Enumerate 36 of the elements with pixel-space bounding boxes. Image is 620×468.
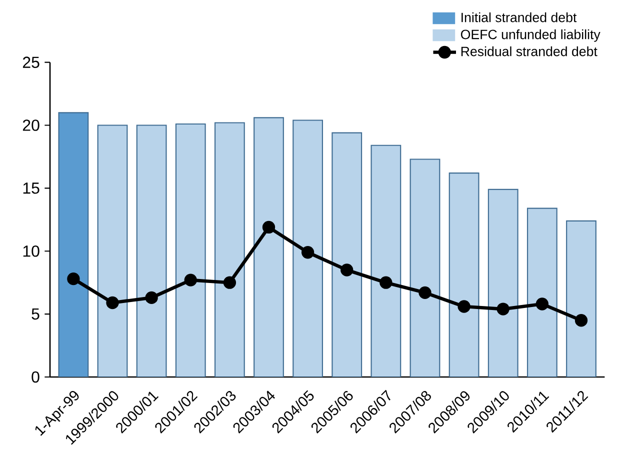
point	[496, 302, 510, 316]
y-tick-label: 20	[22, 120, 40, 131]
bar	[292, 120, 324, 377]
bar	[526, 208, 558, 377]
y-tick-label: 25	[22, 56, 40, 68]
point	[106, 296, 119, 310]
point	[574, 314, 588, 327]
point	[145, 291, 158, 304]
bar	[566, 220, 596, 377]
y-tick-label: 15	[23, 182, 40, 194]
point	[223, 276, 236, 289]
point	[418, 286, 432, 300]
bar	[448, 172, 480, 377]
legend-label: OEFC unfunded liability	[460, 29, 600, 42]
point	[301, 246, 314, 259]
bar	[254, 117, 284, 377]
bar	[97, 124, 128, 377]
y-tick-label: 0	[32, 371, 40, 383]
bar	[488, 188, 518, 377]
point	[380, 276, 392, 289]
legend-label: Initial stranded debt	[462, 12, 577, 22]
point	[340, 264, 354, 276]
bar	[410, 158, 440, 377]
point	[262, 220, 276, 234]
bar	[136, 124, 167, 377]
point	[184, 274, 197, 286]
point	[536, 298, 549, 310]
bar	[370, 144, 402, 377]
point	[458, 300, 470, 313]
bar	[175, 123, 206, 377]
bar	[332, 132, 362, 377]
bar	[214, 122, 245, 377]
point	[67, 272, 80, 286]
y-tick-label: 10	[23, 245, 40, 257]
y-tick-label: 5	[32, 308, 40, 320]
legend-label: Residual stranded debt	[461, 46, 598, 56]
